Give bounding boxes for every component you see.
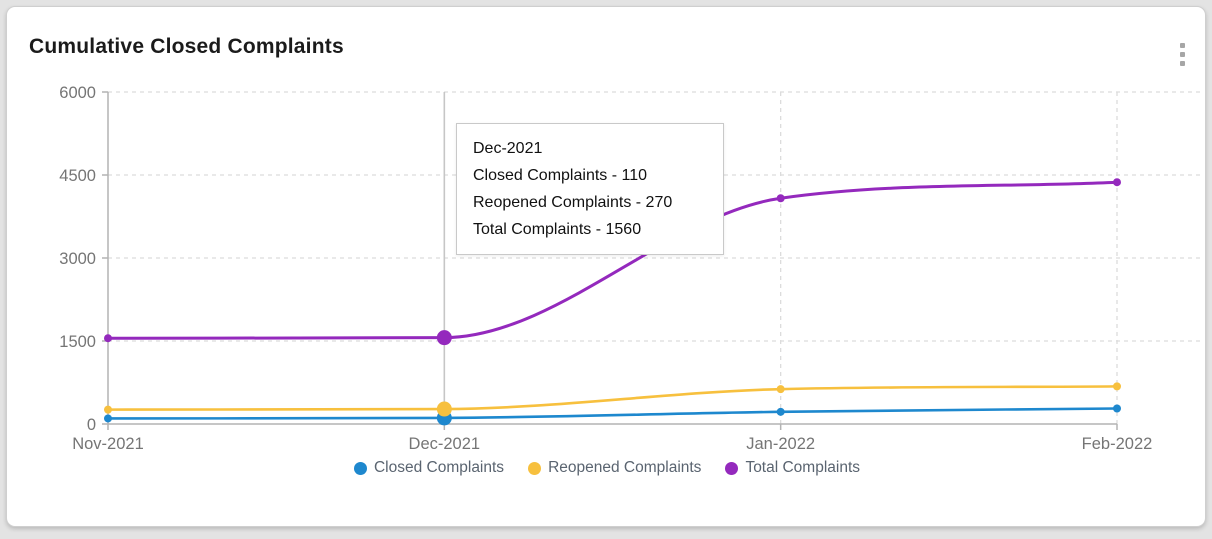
kebab-dot (1180, 61, 1185, 66)
x-axis-tick-label: Dec-2021 (409, 435, 481, 453)
x-axis-tick-label: Nov-2021 (72, 435, 144, 453)
series-line-total-complaints (106, 180, 1119, 340)
more-options-button[interactable] (1177, 40, 1188, 69)
data-point-total-complaints[interactable] (776, 194, 785, 203)
data-point-total-complaints[interactable] (104, 334, 112, 343)
legend-item-total-complaints[interactable]: Total Complaints (725, 459, 860, 477)
legend-item-reopened-complaints[interactable]: Reopened Complaints (528, 459, 701, 477)
series-line-closed-complaints (106, 407, 1119, 420)
tooltip-title: Dec-2021 (473, 140, 543, 157)
chart-tooltip: Dec-2021 Closed Complaints - 110 Reopene… (456, 123, 724, 255)
chart-title: Cumulative Closed Complaints (29, 35, 344, 58)
chart-legend: Closed Complaints Reopened Complaints Tota… (7, 459, 1207, 477)
data-point-closed-complaints[interactable] (776, 407, 785, 416)
highlighted-data-point-total-complaints[interactable] (436, 330, 452, 346)
highlighted-data-point-reopened-complaints[interactable] (436, 401, 452, 417)
legend-marker-icon (353, 461, 367, 475)
data-point-total-complaints[interactable] (1113, 178, 1121, 187)
y-axis-tick-label: 6000 (59, 84, 96, 102)
tooltip-line: Reopened Complaints - 270 (473, 194, 673, 211)
data-point-reopened-complaints[interactable] (1113, 382, 1121, 391)
y-axis-tick-label: 1500 (59, 333, 96, 351)
data-point-reopened-complaints[interactable] (776, 385, 785, 394)
legend-label: Reopened Complaints (548, 459, 702, 476)
legend-label: Total Complaints (745, 459, 861, 476)
tooltip-line: Total Complaints - 1560 (473, 221, 642, 238)
legend-marker-icon (528, 461, 542, 475)
data-point-closed-complaints[interactable] (104, 414, 112, 423)
legend-item-closed-complaints[interactable]: Closed Complaints (353, 459, 505, 477)
legend-marker-icon (725, 461, 739, 475)
x-axis-tick-label: Feb-2022 (1082, 435, 1153, 453)
line-chart[interactable]: 0 1500 3000 4500 6000 Nov-2021 Dec-2021 Jan-202… (7, 7, 1207, 528)
line-chart-area: 0 1500 3000 4500 6000 Nov-2021 Dec-2021 Jan-202… (7, 7, 1207, 528)
chart-card: Cumulative Closed Complaints 0 1500 3000 45… (6, 6, 1206, 527)
legend-label: Closed Complaints (373, 459, 505, 476)
y-axis-tick-label: 0 (87, 416, 96, 434)
y-axis-tick-label: 4500 (59, 167, 96, 185)
data-point-reopened-complaints[interactable] (104, 405, 112, 414)
kebab-dot (1180, 43, 1185, 48)
tooltip-line: Closed Complaints - 110 (473, 167, 648, 184)
x-axis-tick-label: Jan-2022 (746, 435, 815, 453)
kebab-dot (1180, 52, 1185, 57)
y-axis-tick-label: 3000 (59, 250, 96, 268)
data-point-closed-complaints[interactable] (1113, 404, 1121, 413)
series-line-reopened-complaints (106, 385, 1119, 411)
